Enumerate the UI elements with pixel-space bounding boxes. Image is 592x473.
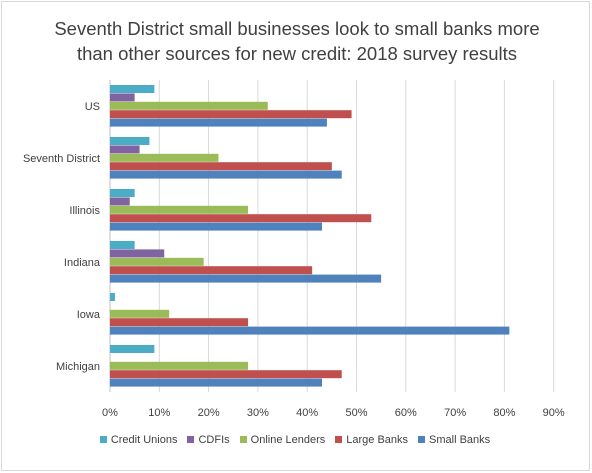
chart-title-line-1: Seventh District small businesses look t… xyxy=(54,18,540,39)
x-tick-label: 80% xyxy=(493,407,515,419)
x-tick-label: 20% xyxy=(198,407,220,419)
bar xyxy=(110,214,372,223)
legend-label: Small Banks xyxy=(429,434,491,446)
legend-label: Large Banks xyxy=(346,434,409,446)
bar xyxy=(110,101,268,110)
bar xyxy=(110,162,332,171)
bar xyxy=(110,249,165,258)
bar xyxy=(110,378,322,387)
category-label: Michigan xyxy=(56,361,100,373)
legend-swatch xyxy=(239,436,247,443)
legend-swatch xyxy=(187,436,195,443)
category-label: Seventh District xyxy=(23,153,100,165)
legend-label: Online Lenders xyxy=(250,434,326,446)
chart-legend: Credit Unions CDFIs Online Lenders Large Ba… xyxy=(0,434,590,446)
chart-title: Seventh District small businesses look t… xyxy=(2,16,592,66)
legend-swatch xyxy=(335,436,343,443)
bar xyxy=(110,266,313,275)
bar xyxy=(110,274,382,283)
bar xyxy=(110,137,150,145)
x-tick-label: 10% xyxy=(148,407,170,419)
bar xyxy=(110,241,135,249)
legend-item: CDFIs xyxy=(187,434,230,446)
bar xyxy=(110,293,115,301)
category-label: Illinois xyxy=(69,205,100,217)
legend-item: Credit Unions xyxy=(99,434,178,446)
x-tick-label: 70% xyxy=(444,407,466,419)
bar xyxy=(110,205,249,214)
bar xyxy=(110,318,249,327)
x-tick-label: 60% xyxy=(395,407,417,419)
bar xyxy=(110,345,155,353)
category-label: US xyxy=(85,101,100,113)
bar xyxy=(110,326,510,335)
legend-label: Credit Unions xyxy=(110,434,178,446)
x-tick-label: 30% xyxy=(247,407,269,419)
bar xyxy=(110,153,219,162)
bar xyxy=(110,93,135,102)
legend-label: CDFIs xyxy=(198,434,230,446)
bar xyxy=(110,189,135,197)
x-tick-label: 50% xyxy=(345,407,367,419)
category-label: Indiana xyxy=(64,257,101,269)
legend-item: Small Banks xyxy=(418,434,490,446)
bar xyxy=(110,361,249,370)
x-tick-label: 90% xyxy=(543,407,565,419)
bar xyxy=(110,110,352,119)
bar xyxy=(110,118,327,127)
x-tick-label: 0% xyxy=(102,407,118,419)
bar xyxy=(110,170,342,179)
chart-title-line-2: than other sources for new credit: 2018 … xyxy=(76,43,518,64)
legend-swatch xyxy=(418,436,426,443)
legend-item: Online Lenders xyxy=(239,434,326,446)
bar xyxy=(110,85,155,93)
legend-item: Large Banks xyxy=(335,434,408,446)
x-tick-label: 40% xyxy=(296,407,318,419)
bar xyxy=(110,145,140,154)
bar xyxy=(110,257,204,266)
bar xyxy=(110,309,170,318)
bar xyxy=(110,222,322,231)
legend-swatch xyxy=(99,436,107,443)
bar xyxy=(110,370,342,379)
bar xyxy=(110,197,130,206)
category-label: Iowa xyxy=(77,309,101,321)
